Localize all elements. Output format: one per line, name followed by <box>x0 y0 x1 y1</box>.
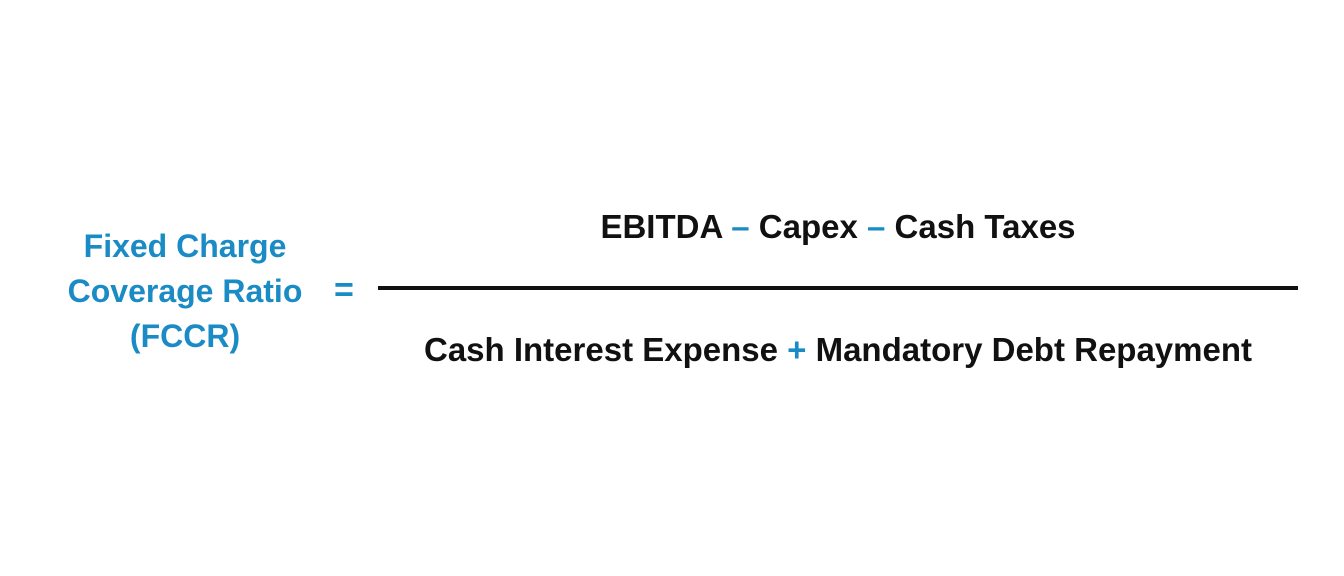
lhs-line-2: Coverage Ratio <box>67 273 303 309</box>
denominator: Cash Interest Expense + Mandatory Debt R… <box>378 328 1298 372</box>
fraction-bar <box>378 286 1298 290</box>
denominator-term-cash-interest: Cash Interest Expense <box>423 331 778 368</box>
numerator: EBITDA – Capex – Cash Taxes <box>378 205 1298 249</box>
numerator-operator-1: – <box>731 208 759 245</box>
lhs-line-3: (FCCR) <box>129 318 241 354</box>
denominator-operator: + <box>787 331 816 368</box>
numerator-term-cash-taxes: Cash Taxes <box>894 208 1076 245</box>
numerator-term-ebitda: EBITDA <box>600 208 723 245</box>
lhs-line-1: Fixed Charge <box>83 228 287 264</box>
numerator-operator-2: – <box>867 208 895 245</box>
formula-left-side: Fixed Charge Coverage Ratio (FCCR) <box>40 224 330 359</box>
equals-sign: = <box>334 271 354 309</box>
numerator-term-capex: Capex <box>758 208 858 245</box>
denominator-term-debt-repayment: Mandatory Debt Repayment <box>815 331 1253 368</box>
